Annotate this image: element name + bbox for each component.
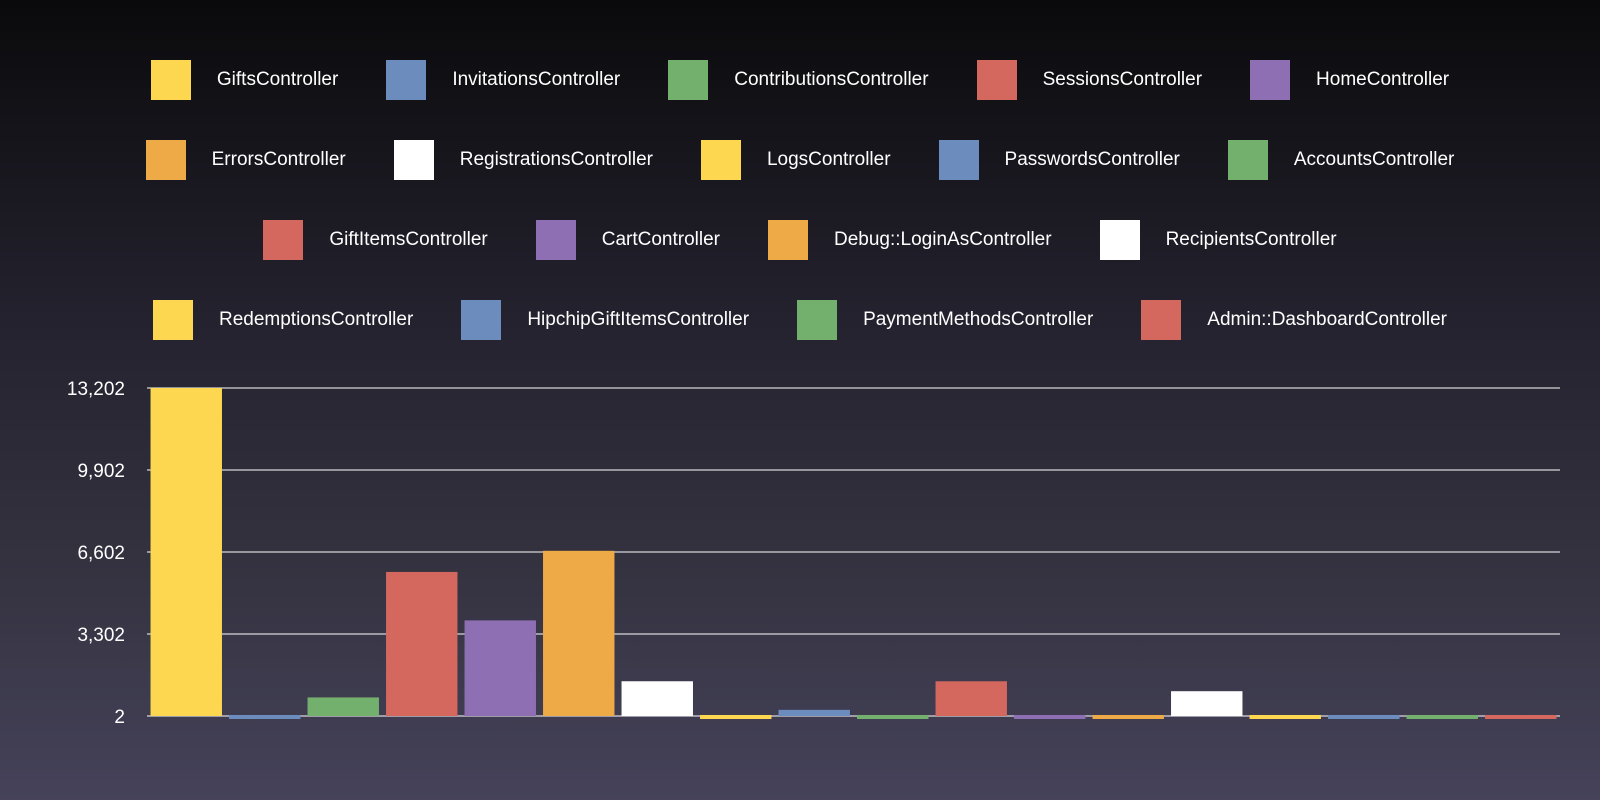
legend-item[interactable]: Debug::LoginAsController bbox=[767, 220, 1052, 260]
legend-item[interactable]: GiftItemsController bbox=[263, 220, 488, 260]
legend-item[interactable]: RedemptionsController bbox=[152, 300, 414, 340]
legend-label: GiftsController bbox=[216, 69, 339, 90]
legend-swatch bbox=[1141, 300, 1182, 340]
legend-swatch bbox=[976, 60, 1017, 100]
legend-item[interactable]: ErrorsController bbox=[145, 140, 346, 180]
y-tick-label: 2 bbox=[114, 707, 125, 728]
bar[interactable] bbox=[150, 388, 222, 716]
legend-label: PaymentMethodsController bbox=[863, 309, 1094, 330]
legend-label: PasswordsController bbox=[1004, 149, 1180, 170]
legend-row: ErrorsController RegistrationsController L… bbox=[0, 140, 1600, 180]
bar[interactable] bbox=[1406, 715, 1478, 719]
legend-swatch bbox=[668, 60, 709, 100]
legend-swatch bbox=[461, 300, 502, 340]
legend-label: RecipientsController bbox=[1165, 229, 1337, 250]
legend-item[interactable]: RecipientsController bbox=[1099, 220, 1337, 260]
legend-swatch bbox=[700, 140, 741, 180]
bar[interactable] bbox=[778, 709, 850, 716]
legend-swatch bbox=[797, 300, 838, 340]
legend-label: Debug::LoginAsController bbox=[833, 229, 1052, 250]
legend-label: HomeController bbox=[1316, 69, 1450, 90]
bar[interactable] bbox=[386, 571, 458, 716]
legend-row: GiftsController InvitationsController Cont… bbox=[0, 60, 1600, 100]
bar[interactable] bbox=[1328, 715, 1400, 719]
y-tick-label: 3,302 bbox=[77, 625, 125, 646]
legend-item[interactable]: SessionsController bbox=[976, 60, 1203, 100]
legend-item[interactable]: GiftsController bbox=[150, 60, 339, 100]
legend-label: AccountsController bbox=[1293, 149, 1455, 170]
legend-label: InvitationsController bbox=[452, 69, 621, 90]
legend-swatch bbox=[145, 140, 186, 180]
legend-item[interactable]: PasswordsController bbox=[938, 140, 1180, 180]
legend-item[interactable]: LogsController bbox=[700, 140, 891, 180]
legend-label: GiftItemsController bbox=[329, 229, 488, 250]
legend-item[interactable]: InvitationsController bbox=[386, 60, 620, 100]
bar[interactable] bbox=[1249, 715, 1321, 719]
legend-swatch bbox=[386, 60, 427, 100]
bar[interactable] bbox=[307, 697, 379, 716]
legend-swatch bbox=[393, 140, 434, 180]
y-tick-label: 13,202 bbox=[67, 379, 125, 400]
legend-label: ContributionsController bbox=[734, 69, 929, 90]
legend-item[interactable]: CartController bbox=[535, 220, 720, 260]
bar[interactable] bbox=[1014, 715, 1086, 719]
legend-swatch bbox=[1099, 220, 1140, 260]
bar[interactable] bbox=[621, 681, 693, 716]
legend-item[interactable]: HomeController bbox=[1250, 60, 1449, 100]
legend-label: Admin::DashboardController bbox=[1207, 309, 1448, 330]
bar[interactable] bbox=[1485, 715, 1557, 719]
legend-row: RedemptionsController HipchipGiftItemsCon… bbox=[0, 300, 1600, 340]
legend-swatch bbox=[152, 300, 193, 340]
bar[interactable] bbox=[543, 550, 615, 716]
legend-swatch bbox=[1250, 60, 1291, 100]
legend-item[interactable]: HipchipGiftItemsController bbox=[461, 300, 749, 340]
legend-swatch bbox=[263, 220, 304, 260]
chart-legend: GiftsController InvitationsController Cont… bbox=[0, 0, 1600, 360]
legend-item[interactable]: Admin::DashboardController bbox=[1141, 300, 1447, 340]
legend-swatch bbox=[1227, 140, 1268, 180]
bar[interactable] bbox=[1092, 715, 1164, 719]
legend-label: ErrorsController bbox=[211, 149, 346, 170]
bar[interactable] bbox=[229, 715, 301, 719]
legend-item[interactable]: PaymentMethodsController bbox=[797, 300, 1093, 340]
legend-swatch bbox=[535, 220, 576, 260]
legend-label: RedemptionsController bbox=[218, 309, 414, 330]
legend-swatch bbox=[150, 60, 191, 100]
bar[interactable] bbox=[857, 715, 929, 719]
legend-swatch bbox=[767, 220, 808, 260]
legend-label: CartController bbox=[601, 229, 720, 250]
legend-label: RegistrationsController bbox=[459, 149, 653, 170]
legend-item[interactable]: RegistrationsController bbox=[393, 140, 653, 180]
bar[interactable] bbox=[1171, 691, 1243, 716]
y-tick-label: 6,602 bbox=[77, 543, 125, 564]
y-tick-label: 9,902 bbox=[77, 461, 125, 482]
legend-item[interactable]: AccountsController bbox=[1227, 140, 1455, 180]
bar[interactable] bbox=[464, 620, 536, 716]
legend-row: GiftItemsController CartController Debug::… bbox=[0, 220, 1600, 260]
legend-label: LogsController bbox=[766, 149, 891, 170]
legend-label: HipchipGiftItemsController bbox=[527, 309, 750, 330]
bar[interactable] bbox=[700, 715, 772, 719]
legend-label: SessionsController bbox=[1042, 69, 1203, 90]
legend-item[interactable]: ContributionsController bbox=[668, 60, 929, 100]
bar[interactable] bbox=[935, 681, 1007, 716]
legend-swatch bbox=[938, 140, 979, 180]
